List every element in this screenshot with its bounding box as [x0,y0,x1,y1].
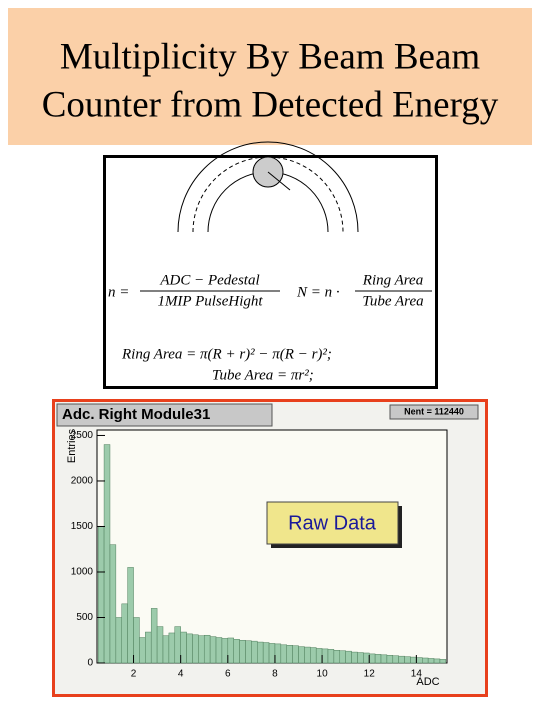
bar [310,647,317,664]
y-tick-label: 1500 [71,521,94,532]
annotation: Raw Data [288,512,377,534]
bar [109,544,117,664]
bar [392,655,399,664]
y-axis-label: Entries [66,428,78,463]
stats-box [389,404,479,420]
bar [168,632,176,664]
bar [262,642,270,664]
bar [198,635,205,664]
slide-title: Multiplicity By Beam Beam [60,36,481,77]
x-tick-label: 6 [225,669,231,680]
bar [280,644,287,664]
bar [274,643,282,664]
y-tick-label: 2500 [71,430,94,441]
y-tick-label: 1000 [71,567,94,578]
x-tick-label: 12 [364,669,376,680]
hist-title-box [56,403,273,427]
bar [145,631,152,664]
bar [209,636,217,664]
bar [268,643,276,664]
bar [422,657,429,664]
bar [186,633,193,664]
bar [357,652,364,664]
x-tick-label: 4 [178,669,184,680]
bar [245,640,252,664]
bar [416,657,423,664]
bar [339,650,346,664]
formula: Ring Area = π(R + r)² − π(R − r)²; [121,346,332,362]
bar [304,646,311,664]
y-tick-label: 0 [87,658,93,669]
bar [398,655,405,664]
stats: Nent = 112440 [404,406,464,416]
x-tick-label: 2 [131,669,137,680]
histogram [97,444,447,664]
x-tick-label: 10 [317,669,329,680]
bar [433,658,441,664]
bar [257,641,264,664]
hist-title: Adc. Right Module31 [62,406,210,423]
bar [103,444,111,664]
slide-title: Counter from Detected Energy [42,84,499,125]
diagram [177,141,359,233]
bar [233,639,240,664]
y-tick-label: 500 [76,612,93,623]
formula: ADC − Pedestal [159,272,259,288]
formula: Tube Area = πr²; [212,367,314,383]
bar [203,634,211,664]
x-tick-label: 14 [411,669,423,680]
bar [133,617,140,664]
bar [121,603,128,664]
bar [404,656,411,664]
bar [251,640,258,664]
bar [97,526,105,664]
bar [410,656,417,664]
bar [427,658,435,664]
bar [386,655,394,664]
bar [315,648,323,664]
bar [333,650,341,664]
bar [156,626,164,664]
bar [227,637,234,664]
title-box [8,8,532,145]
bar [368,653,376,664]
bar [174,626,181,664]
bar [139,637,146,664]
bar [162,635,170,664]
bar [363,652,370,664]
bar [345,650,352,664]
bar [115,617,122,664]
bar [327,649,335,664]
bar [439,659,447,664]
formula: N = n · [296,284,340,300]
bar [286,645,293,664]
diagram-box [103,155,438,389]
formula: Ring Area [362,272,423,288]
x-tick-label: 8 [272,669,278,680]
bar [298,646,305,664]
bar [321,648,329,664]
bar [215,637,223,664]
bar [150,608,158,664]
x-axis-label: ADC [416,676,439,688]
bar [239,639,246,664]
formula: n = [108,284,129,300]
bar [380,654,388,664]
bar [192,634,199,664]
bar [221,638,229,664]
formula: 1MIP PulseHight [157,293,263,309]
bar [127,567,134,664]
bar [292,645,299,664]
annotation-box [266,501,399,545]
bar [351,651,358,664]
formula: Tube Area [362,293,423,309]
bar [374,654,382,664]
bar [180,631,187,664]
y-tick-label: 2000 [71,476,94,487]
